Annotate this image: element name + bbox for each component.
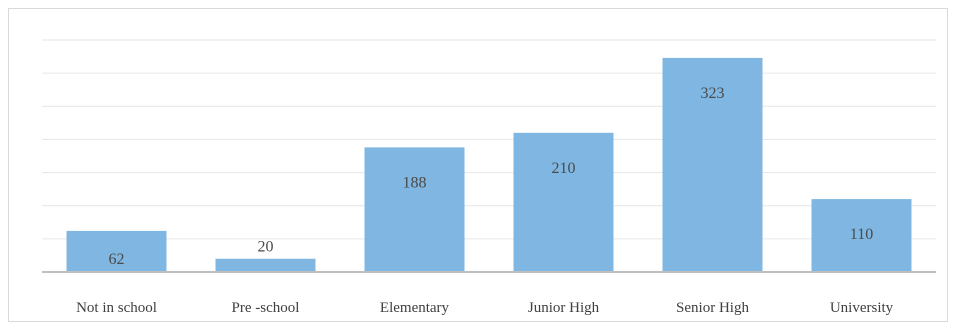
x-tick-label: Junior High — [528, 300, 600, 316]
x-tick-label: University — [830, 300, 894, 316]
data-label: 188 — [403, 174, 427, 191]
data-label: 323 — [701, 85, 725, 102]
bar-elementary — [364, 147, 465, 272]
bars — [66, 57, 912, 273]
bar-senior-high — [662, 57, 763, 273]
bar-pre-school — [215, 258, 316, 272]
bar-university — [811, 199, 912, 272]
x-tick-label: Pre -school — [232, 300, 300, 316]
x-tick-label: Not in school — [76, 300, 157, 316]
data-label: 110 — [850, 226, 873, 243]
x-tick-label: Senior High — [676, 300, 749, 316]
bar-chart: 62 20 188 210 323 110 Not in school Pre -schoo… — [42, 39, 936, 316]
data-label: 210 — [552, 160, 576, 177]
x-tick-label: Elementary — [380, 300, 450, 316]
bar-junior-high — [513, 132, 614, 272]
data-label: 62 — [109, 251, 125, 268]
gridlines — [42, 39, 936, 240]
chart-frame: 62 20 188 210 323 110 Not in school Pre -schoo… — [8, 8, 948, 322]
data-label: 20 — [258, 239, 274, 256]
data-labels: 62 20 188 210 323 110 — [109, 85, 874, 268]
bar-not-in-school — [66, 230, 167, 272]
x-tick-labels: Not in school Pre -school Elementary Junior… — [76, 300, 894, 316]
